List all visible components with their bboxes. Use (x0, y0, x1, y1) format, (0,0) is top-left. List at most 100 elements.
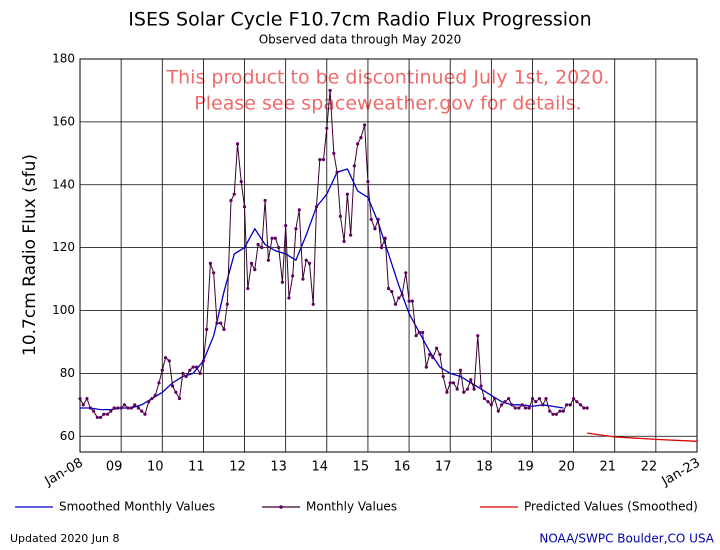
data-point (191, 365, 195, 369)
data-point (582, 406, 586, 410)
data-point (270, 236, 274, 240)
data-point (163, 356, 168, 360)
data-point (363, 123, 367, 127)
legend-label: Monthly Values (306, 500, 397, 514)
data-point (366, 180, 370, 184)
data-point (266, 258, 270, 262)
data-point (205, 327, 209, 331)
annotation: This product to be discontinued July 1st… (166, 67, 610, 89)
data-point (537, 396, 542, 401)
y-tick-label: 140 (52, 177, 75, 191)
data-point (393, 302, 398, 306)
chart-title: ISES Solar Cycle F10.7cm Radio Flux Prog… (128, 9, 591, 31)
x-tick-label: 12 (229, 460, 246, 475)
data-point (294, 227, 298, 231)
data-point (280, 280, 284, 284)
data-point (212, 271, 216, 275)
data-point (242, 205, 247, 209)
data-point (133, 403, 137, 407)
data-point (472, 387, 476, 391)
x-tick-label: 17 (435, 460, 452, 475)
data-point (568, 403, 572, 407)
data-point (523, 406, 528, 410)
data-point (263, 198, 267, 203)
data-point (390, 290, 394, 294)
data-point (109, 409, 113, 413)
data-point (98, 415, 103, 420)
data-point (225, 302, 229, 306)
x-tick-label: Jan-08 (42, 456, 86, 490)
data-point (140, 409, 144, 413)
plot-frame (79, 58, 698, 453)
data-point (548, 409, 552, 413)
data-point (198, 371, 202, 375)
data-point (379, 246, 384, 250)
data-point (500, 403, 504, 407)
data-point (184, 374, 188, 379)
data-point (287, 296, 291, 300)
data-point (544, 396, 548, 401)
data-point (122, 403, 127, 407)
data-point (510, 403, 514, 407)
data-point (428, 352, 432, 357)
data-point (143, 412, 147, 416)
x-tick-label: 18 (476, 460, 493, 475)
data-point (153, 393, 157, 398)
data-point (482, 396, 486, 401)
data-point (414, 334, 418, 338)
data-point (129, 406, 134, 410)
x-tick-label: 14 (312, 460, 329, 475)
data-point (91, 409, 96, 413)
x-tick-label: 10 (147, 460, 164, 475)
data-point (578, 403, 583, 407)
data-point (431, 356, 435, 360)
data-point (229, 198, 233, 203)
data-point (572, 396, 576, 401)
data-point (105, 412, 110, 416)
data-point (328, 88, 332, 93)
data-point (359, 136, 363, 140)
data-point (489, 403, 493, 407)
footer-right: NOAA/SWPC Boulder,CO USA (539, 532, 714, 546)
data-point (513, 406, 517, 410)
data-point (249, 261, 254, 265)
data-point (507, 396, 511, 401)
data-point (376, 217, 380, 221)
data-point (307, 261, 312, 265)
data-point (455, 387, 459, 391)
data-point (530, 396, 535, 401)
data-point (116, 406, 120, 410)
data-point (554, 412, 558, 416)
data-point (469, 378, 473, 382)
x-tick-label: 21 (599, 460, 616, 475)
data-point (534, 400, 538, 404)
data-point (291, 274, 295, 278)
y-tick-label: 100 (52, 303, 75, 317)
data-point (386, 286, 391, 291)
data-point (194, 365, 199, 369)
data-point (325, 126, 329, 130)
data-point (167, 359, 171, 363)
data-point (441, 374, 445, 379)
x-tick-label: 16 (394, 460, 411, 475)
x-tick-label: 13 (270, 460, 287, 475)
data-point (445, 390, 449, 394)
data-point (451, 381, 456, 385)
data-point (407, 299, 411, 303)
data-point (335, 170, 339, 174)
series-line (587, 432, 698, 442)
data-point (81, 403, 85, 407)
data-point (78, 396, 82, 401)
data-point (160, 368, 164, 372)
data-point (400, 293, 404, 297)
data-point (462, 390, 466, 394)
data-point (410, 299, 414, 303)
data-point (95, 415, 99, 420)
data-point (174, 390, 178, 394)
data-point (435, 346, 439, 350)
data-point (88, 406, 92, 410)
data-point (565, 403, 569, 407)
data-point (208, 261, 212, 265)
data-point (338, 214, 342, 218)
